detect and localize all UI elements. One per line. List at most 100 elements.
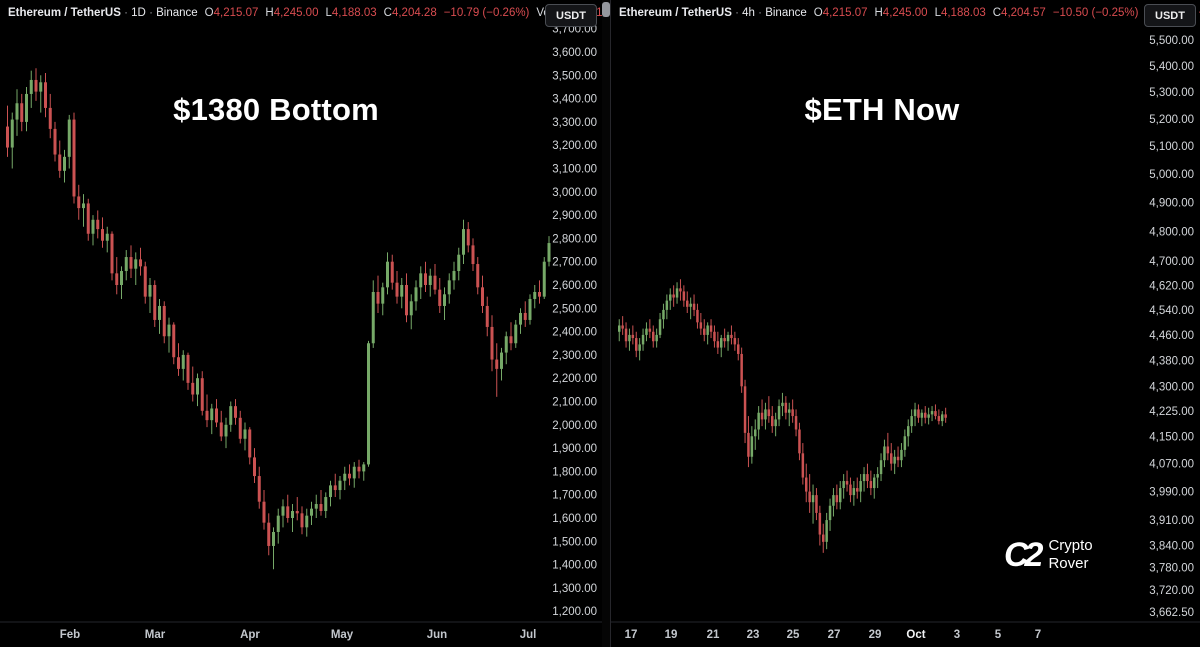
svg-text:3,780.00: 3,780.00 (1149, 563, 1194, 575)
svg-text:5,400.00: 5,400.00 (1149, 61, 1194, 73)
price-change: −10.50 (−0.25%) (1052, 7, 1139, 19)
svg-text:2,900.00: 2,900.00 (552, 210, 597, 222)
svg-text:Feb: Feb (60, 629, 80, 641)
currency-toggle-button[interactable]: USDT (1144, 4, 1196, 27)
svg-text:7: 7 (1035, 629, 1041, 641)
svg-text:4,900.00: 4,900.00 (1149, 198, 1194, 210)
svg-text:4,070.00: 4,070.00 (1149, 459, 1194, 471)
svg-text:3,910.00: 3,910.00 (1149, 515, 1194, 527)
svg-text:4,700.00: 4,700.00 (1149, 256, 1194, 268)
svg-text:1,700.00: 1,700.00 (552, 490, 597, 502)
svg-text:19: 19 (665, 629, 678, 641)
svg-text:2,800.00: 2,800.00 (552, 233, 597, 245)
svg-text:21: 21 (707, 629, 720, 641)
symbol-name[interactable]: Ethereum / TetherUS · 4h · Binance (619, 7, 807, 19)
price-change: −10.79 (−0.26%) (443, 7, 530, 19)
svg-text:2,400.00: 2,400.00 (552, 327, 597, 339)
svg-text:5,500.00: 5,500.00 (1149, 35, 1194, 47)
svg-text:4,460.00: 4,460.00 (1149, 330, 1194, 342)
svg-text:1,300.00: 1,300.00 (552, 583, 597, 595)
ohlc-low: L4,188.03 (325, 7, 377, 19)
crypto-rover-watermark: C2 Crypto Rover (1004, 536, 1093, 574)
separator-dot: · (758, 7, 762, 19)
svg-text:Jun: Jun (427, 629, 447, 641)
svg-text:Apr: Apr (240, 629, 260, 641)
svg-text:1,200.00: 1,200.00 (552, 606, 597, 618)
chart-panel-daily: Ethereum / TetherUS · 1D · Binance O4,21… (0, 0, 602, 647)
svg-text:29: 29 (869, 629, 882, 641)
svg-text:4,380.00: 4,380.00 (1149, 355, 1194, 367)
svg-text:1,900.00: 1,900.00 (552, 443, 597, 455)
svg-text:3,990.00: 3,990.00 (1149, 487, 1194, 499)
svg-text:2,100.00: 2,100.00 (552, 397, 597, 409)
svg-text:5,100.00: 5,100.00 (1149, 141, 1194, 153)
svg-text:4,225.00: 4,225.00 (1149, 406, 1194, 418)
svg-text:3,840.00: 3,840.00 (1149, 541, 1194, 553)
svg-text:4,540.00: 4,540.00 (1149, 305, 1194, 317)
svg-text:2,500.00: 2,500.00 (552, 303, 597, 315)
svg-text:17: 17 (625, 629, 638, 641)
svg-text:3,200.00: 3,200.00 (552, 140, 597, 152)
ohlc-high: H4,245.00 (874, 7, 928, 19)
svg-text:4,300.00: 4,300.00 (1149, 381, 1194, 393)
annotation-bottom-label: $1380 Bottom (173, 92, 379, 127)
svg-text:Oct: Oct (906, 629, 925, 641)
annotation-now-label: $ETH Now (804, 92, 960, 127)
svg-text:Jul: Jul (520, 629, 537, 641)
svg-text:23: 23 (747, 629, 760, 641)
svg-text:1,800.00: 1,800.00 (552, 466, 597, 478)
candlestick-chart-daily[interactable]: 3,700.003,600.003,500.003,400.003,300.00… (0, 0, 602, 647)
ohlc-close: C4,204.57 (992, 7, 1046, 19)
svg-text:May: May (331, 629, 354, 641)
svg-text:Mar: Mar (145, 629, 166, 641)
separator-dot: · (149, 7, 153, 19)
ohlc-close: C4,204.28 (383, 7, 437, 19)
scrollbar-thumb[interactable] (602, 2, 610, 17)
ohlc-low: L4,188.03 (934, 7, 986, 19)
svg-text:2,000.00: 2,000.00 (552, 420, 597, 432)
crypto-rover-logo-text: Crypto Rover (1048, 537, 1093, 572)
chart-header-4h: Ethereum / TetherUS · 4h · Binance O4,21… (619, 7, 1200, 19)
svg-text:5,300.00: 5,300.00 (1149, 87, 1194, 99)
exchange-label: Binance (156, 7, 198, 19)
svg-text:2,700.00: 2,700.00 (552, 257, 597, 269)
svg-text:3,662.50: 3,662.50 (1149, 607, 1194, 619)
ohlc-high: H4,245.00 (265, 7, 319, 19)
svg-text:3,400.00: 3,400.00 (552, 94, 597, 106)
svg-text:4,800.00: 4,800.00 (1149, 227, 1194, 239)
separator-dot: · (124, 7, 128, 19)
svg-text:3,500.00: 3,500.00 (552, 70, 597, 82)
interval-label[interactable]: 1D (131, 7, 146, 19)
currency-toggle-button[interactable]: USDT (545, 4, 597, 27)
candlestick-chart-4h[interactable]: 5,500.00 5,400.00 5,300.00 5,200.00 5,100.00… (611, 0, 1200, 647)
svg-text:3,720.00: 3,720.00 (1149, 585, 1194, 597)
separator-dot: · (735, 7, 739, 19)
svg-text:3: 3 (954, 629, 960, 641)
crypto-rover-logo-icon: C2 (1004, 536, 1044, 574)
svg-text:2,600.00: 2,600.00 (552, 280, 597, 292)
interval-label[interactable]: 4h (742, 7, 755, 19)
svg-text:1,400.00: 1,400.00 (552, 560, 597, 572)
svg-text:27: 27 (828, 629, 841, 641)
svg-text:4,150.00: 4,150.00 (1149, 431, 1194, 443)
chart-header-daily: Ethereum / TetherUS · 1D · Binance O4,21… (8, 7, 602, 19)
ohlc-open: O4,215.07 (813, 7, 868, 19)
svg-text:5: 5 (995, 629, 1002, 641)
chart-panel-4h: Ethereum / TetherUS · 4h · Binance O4,21… (611, 0, 1200, 647)
svg-text:3,600.00: 3,600.00 (552, 47, 597, 59)
panel-divider[interactable] (602, 0, 611, 647)
svg-text:1,600.00: 1,600.00 (552, 513, 597, 525)
svg-text:2,300.00: 2,300.00 (552, 350, 597, 362)
svg-text:25: 25 (787, 629, 800, 641)
svg-text:3,300.00: 3,300.00 (552, 117, 597, 129)
exchange-label: Binance (765, 7, 807, 19)
svg-text:3,100.00: 3,100.00 (552, 164, 597, 176)
ohlc-open: O4,215.07 (204, 7, 259, 19)
svg-text:2,200.00: 2,200.00 (552, 373, 597, 385)
volume-change: −10.79 (−0.26%) (1199, 7, 1200, 19)
svg-text:5,000.00: 5,000.00 (1149, 169, 1194, 181)
svg-text:4,620.00: 4,620.00 (1149, 280, 1194, 292)
symbol-name[interactable]: Ethereum / TetherUS · 1D · Binance (8, 7, 198, 19)
svg-text:5,200.00: 5,200.00 (1149, 114, 1194, 126)
